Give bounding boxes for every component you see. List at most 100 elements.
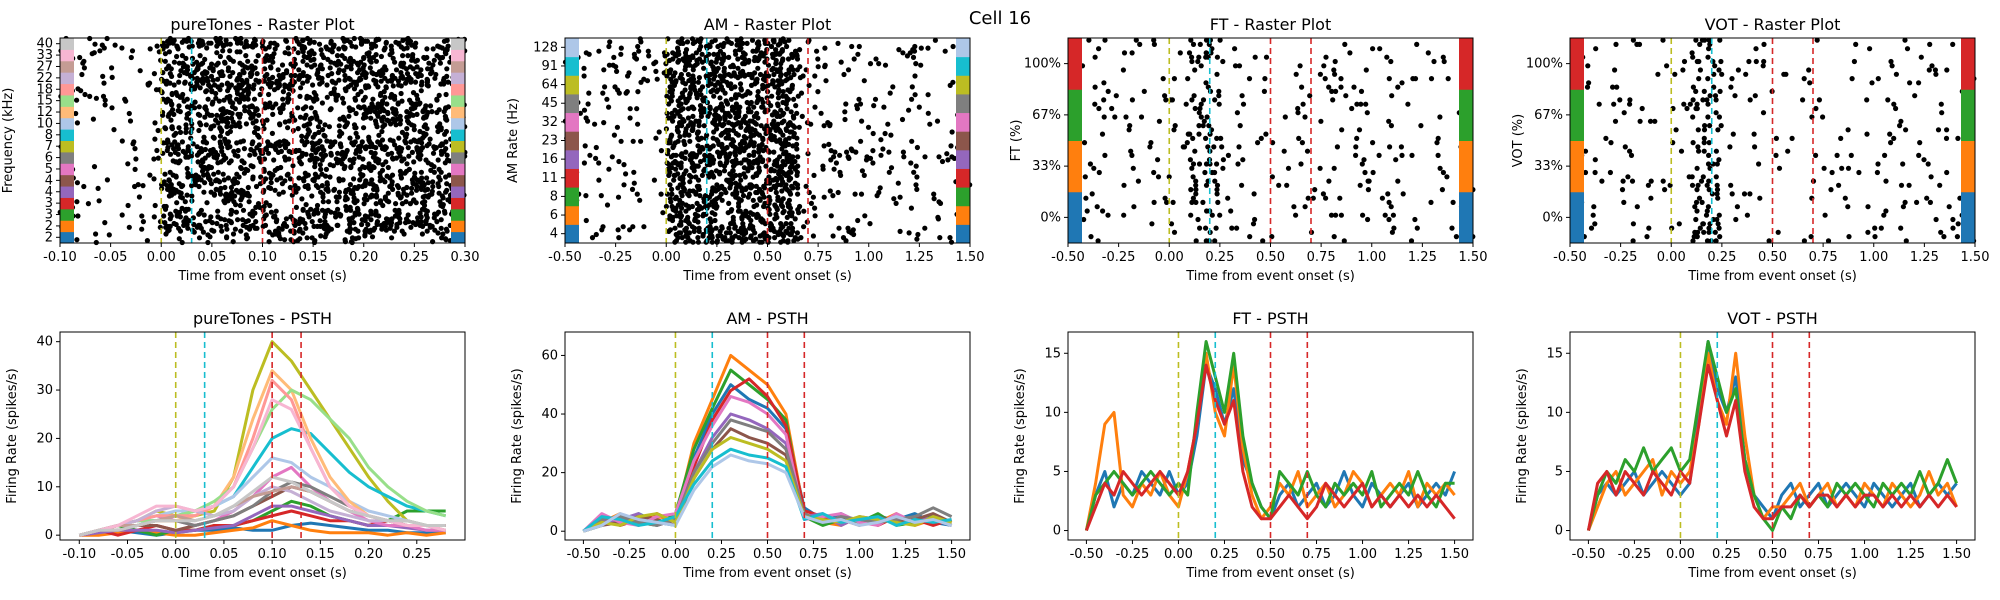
spike [1212,178,1218,184]
spike [1386,216,1392,223]
x-tick-label: 1.00 [845,547,874,562]
spike [618,45,624,51]
x-tick-label: 0.00 [1657,250,1686,265]
spike [430,150,437,156]
spike [653,59,659,65]
spike [344,147,350,154]
spike [1440,54,1446,60]
spike [217,125,223,131]
spike [715,87,721,93]
spike [131,139,137,145]
spike [1096,169,1102,176]
spike [424,175,430,181]
spike [378,53,384,60]
spike [1216,88,1222,94]
spike [409,190,415,196]
spike [363,226,369,232]
spike [835,40,841,47]
spike [701,157,708,163]
x-tick-label: 1.50 [1961,250,1990,265]
spike [1391,225,1397,231]
y-tick-label: 32 [541,115,558,130]
spike [1941,234,1947,240]
spike [1284,182,1290,188]
spike [1875,76,1881,82]
spike [789,183,795,189]
spike [361,104,367,110]
spike [184,115,190,121]
spike [1297,63,1303,69]
spike [232,193,238,199]
spike [319,207,326,213]
spike [690,53,696,59]
x-tick-label: 0.15 [306,547,335,562]
spike [773,211,779,217]
spike [369,234,376,240]
spike [1263,54,1270,60]
spike [285,45,291,51]
spike [735,120,742,126]
spike [255,53,261,59]
spike [1741,191,1748,197]
spike [1209,46,1215,52]
spike [312,160,318,166]
spike [368,115,374,121]
spike [1937,182,1943,188]
spike [1212,238,1218,244]
spike [744,40,750,47]
spike [280,96,286,102]
spike [812,205,818,211]
spike [419,79,425,85]
spike [1081,216,1087,223]
spike [230,231,237,237]
spike [1664,63,1670,69]
spike [772,235,778,241]
spike [1716,114,1722,120]
spike [897,194,903,200]
spike [1412,216,1418,223]
spike [606,43,612,50]
spike [908,205,915,211]
spike [441,81,447,87]
spike [361,125,367,131]
spike [426,141,432,147]
spike [339,95,346,101]
spike [1612,67,1618,73]
y-tick-label: 20 [541,466,558,481]
spike [1197,105,1203,112]
spike [701,65,707,71]
spike [263,212,269,218]
spike [254,71,260,77]
spike [1386,118,1392,124]
spike [1825,238,1832,244]
spike [910,54,917,61]
spike [109,74,115,80]
spike [1696,195,1703,201]
spike [1853,41,1859,48]
spike [1217,37,1223,43]
spike [348,62,354,68]
spike [335,222,341,228]
spike [1706,225,1712,231]
spike [624,89,630,95]
spike [1263,131,1269,137]
spike [329,78,335,84]
spike [780,238,786,244]
spike [1690,114,1696,120]
spike [265,139,271,145]
spike [748,233,754,239]
spike [786,225,792,231]
spike [627,106,633,112]
spike [213,186,219,192]
spike [283,37,289,44]
spike [821,123,827,129]
spike [667,196,674,202]
spike [1591,204,1597,210]
spike [1312,187,1318,193]
spike [1760,110,1767,116]
spike [1445,76,1451,82]
spike [899,116,906,123]
spike [194,59,200,65]
spike [1388,204,1394,210]
spike [309,140,315,146]
